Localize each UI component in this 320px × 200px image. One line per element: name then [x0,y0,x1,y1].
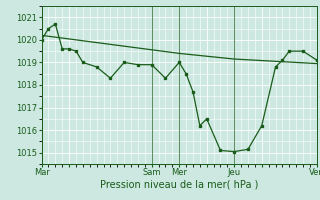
X-axis label: Pression niveau de la mer( hPa ): Pression niveau de la mer( hPa ) [100,180,258,190]
